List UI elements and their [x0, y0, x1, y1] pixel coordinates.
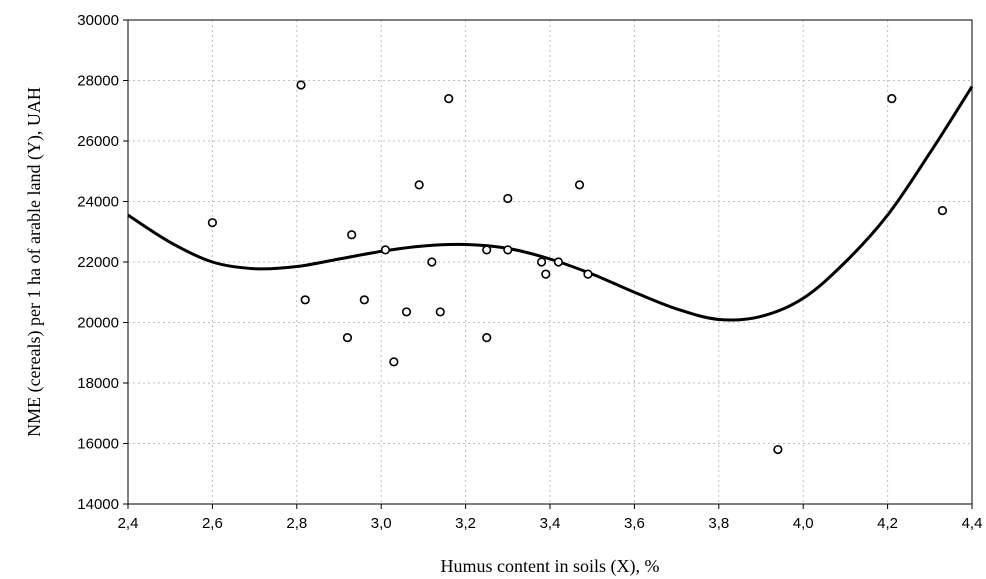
data-point [482, 333, 492, 343]
axis-ticks [123, 19, 973, 509]
data-point [427, 257, 437, 267]
x-tick-label: 3,8 [708, 515, 729, 532]
data-point [342, 333, 353, 343]
data-point [444, 94, 454, 104]
data-point [380, 245, 391, 255]
y-tick-label: 24000 [77, 194, 119, 211]
data-point [503, 245, 513, 255]
y-tick-labels: 14000 16000 18000 20000 22000 24000 26000 28000… [77, 12, 119, 513]
data-point [296, 80, 306, 90]
x-tick-label: 4,0 [793, 515, 814, 532]
data-point [887, 94, 897, 104]
x-tick-label: 4,2 [877, 515, 898, 532]
y-tick-label: 30000 [77, 12, 119, 29]
x-tick-label: 3,2 [455, 515, 476, 532]
y-tick-label: 20000 [77, 315, 119, 332]
x-tick-label: 2,4 [118, 515, 139, 532]
x-tick-labels: 2,4 2,6 2,8 3,0 3,2 3,4 3,6 3,8 4,0 4,2 4,4 [118, 515, 983, 532]
data-point [401, 307, 412, 317]
data-point [937, 205, 948, 216]
y-axis-title: NME (cereals) per 1 ha of arable land (Y… [24, 87, 45, 437]
x-tick-label: 3,4 [540, 515, 561, 532]
x-axis-title: Humus content in soils (X), % [441, 556, 660, 577]
data-point [414, 180, 424, 190]
data-point [207, 218, 217, 228]
y-tick-label: 14000 [77, 496, 119, 513]
data-point [503, 193, 513, 204]
y-tick-label: 28000 [77, 73, 119, 90]
x-tick-label: 4,4 [962, 515, 983, 532]
data-point [574, 180, 585, 190]
data-points [207, 80, 948, 455]
y-tick-label: 26000 [77, 133, 119, 150]
x-tick-label: 2,6 [202, 515, 223, 532]
data-point [536, 257, 547, 267]
y-tick-label: 22000 [77, 254, 119, 271]
data-point [347, 230, 357, 240]
data-point [583, 269, 593, 279]
grid-lines [128, 20, 972, 504]
data-point [773, 444, 783, 455]
y-tick-label: 18000 [77, 375, 119, 392]
data-point [359, 295, 369, 305]
data-point [541, 269, 551, 279]
data-point [553, 257, 564, 267]
data-point [482, 245, 492, 255]
y-tick-label: 16000 [77, 436, 119, 453]
fit-curve [127, 85, 974, 322]
data-point [300, 295, 310, 305]
x-tick-label: 2,8 [286, 515, 307, 532]
data-point [389, 357, 399, 367]
data-point [435, 307, 445, 317]
x-tick-label: 3,6 [624, 515, 645, 532]
x-tick-label: 3,0 [371, 515, 392, 532]
